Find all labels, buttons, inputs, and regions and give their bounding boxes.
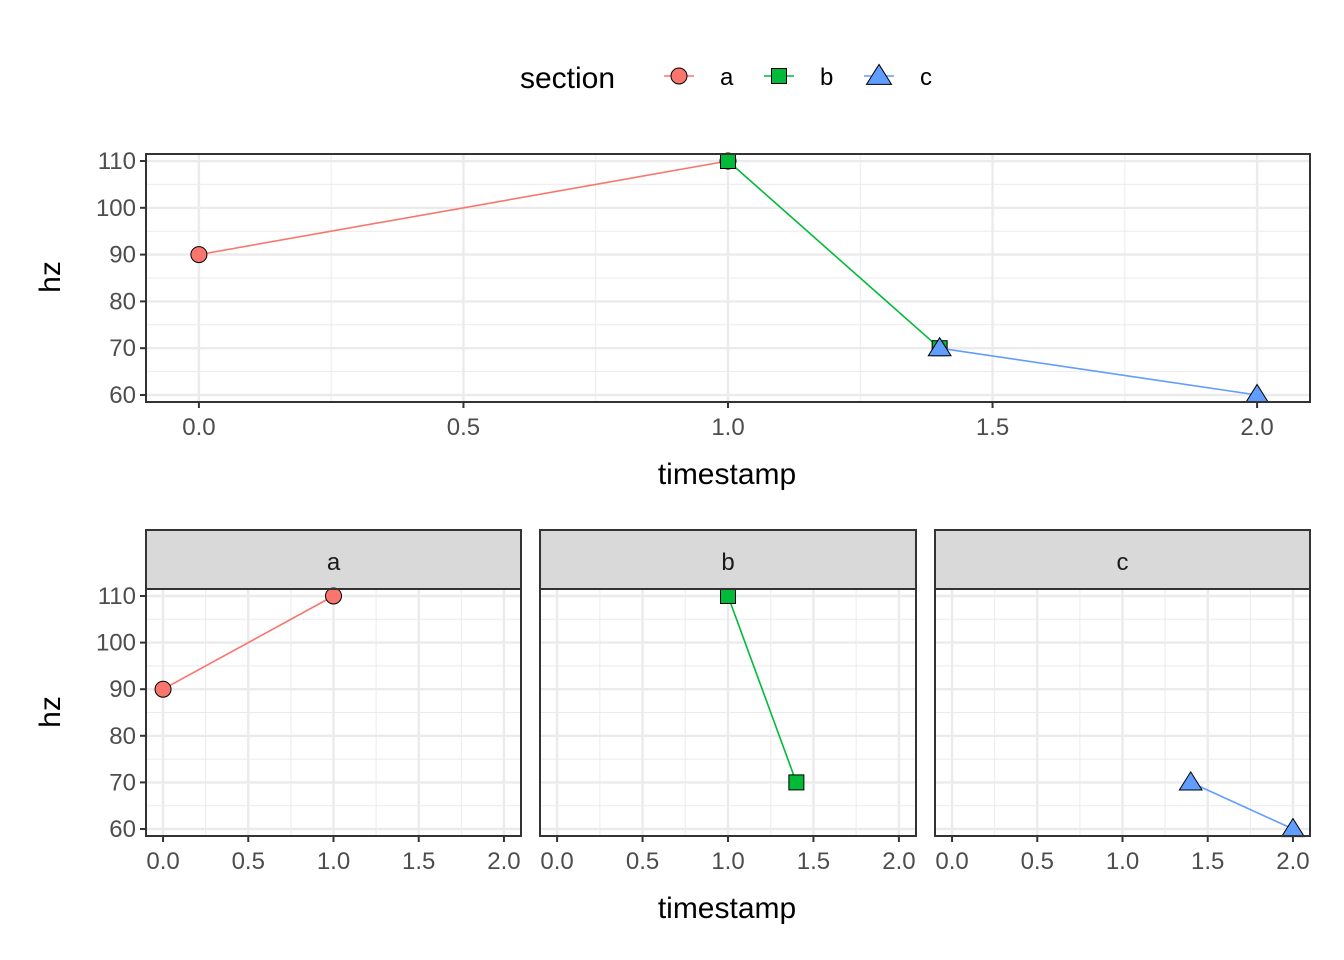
legend-key-square [771, 68, 787, 84]
legend-title: section [520, 62, 615, 95]
top-y-tick-label: 90 [109, 242, 136, 269]
top-x-axis-title: timestamp [658, 458, 796, 491]
facet-a-y-tick-label: 70 [109, 769, 136, 796]
legend: section a b c [520, 62, 932, 95]
facet-a-x-tick-label: 2.0 [487, 848, 520, 875]
facet-strip-label: a [327, 549, 341, 576]
top-data-point-c [927, 336, 952, 357]
facet-a-series-line-a [162, 595, 334, 690]
top-data-point-b [720, 153, 736, 170]
facet-b-x-tick-label: 1.5 [797, 848, 830, 875]
legend-label: b [820, 64, 833, 91]
top-series-line-b [727, 160, 941, 349]
bottom-x-axis-title: timestamp [658, 892, 796, 925]
top-y-axis-title: hz [34, 261, 67, 293]
facet-c-x-tick-label: 2.0 [1276, 848, 1309, 875]
facet-strip-label: c [1117, 549, 1129, 576]
top-y-tick-label: 70 [109, 335, 136, 362]
facet-a-y-tick-label: 110 [98, 583, 136, 610]
facet-c-x-tick-label: 1.5 [1191, 848, 1224, 875]
facet-b-x-tick-label: 0.0 [540, 848, 573, 875]
top-x-tick-label: 1.5 [976, 414, 1009, 441]
top-y-tick-label: 80 [109, 288, 136, 315]
bottom-y-axis-title: hz [34, 696, 67, 728]
top-x-tick-label: 1.0 [711, 414, 744, 441]
facet-a-y-tick-label: 90 [109, 676, 136, 703]
facet-a-y-tick-label: 100 [96, 630, 136, 657]
facet-b-x-tick-label: 0.5 [626, 848, 659, 875]
facet-c-x-tick-label: 0.0 [935, 848, 968, 875]
facet-b-series-line-b [727, 595, 798, 783]
top-x-tick-label: 0.0 [182, 414, 215, 441]
facet-a-data-point-a [154, 680, 172, 698]
legend-key-circle [670, 67, 688, 85]
facet-b-x-tick-label: 2.0 [882, 848, 915, 875]
top-series-line-a [198, 160, 729, 256]
facet-strip-c [934, 529, 1311, 590]
legend-key-triangle [865, 63, 893, 85]
top-series-line-c [939, 347, 1258, 396]
facet-b-data-point-b [788, 774, 805, 791]
facet-a-x-tick-label: 0.0 [146, 848, 179, 875]
facet-a-x-tick-label: 1.5 [402, 848, 435, 875]
facet-c-series-line-c [1190, 781, 1294, 830]
faceted-plot: a 60 70 80 90 100 110 0.0 0.5 1.0 1.5 2.0 b 0.0 0.5 1.… [34, 529, 1311, 925]
top-x-tick-label: 0.5 [447, 414, 480, 441]
legend-item-b: b [764, 64, 833, 91]
facet-c-x-tick-label: 0.5 [1021, 848, 1054, 875]
facet-b-x-tick-label: 1.0 [711, 848, 744, 875]
facet-strip-a [145, 529, 522, 590]
legend-item-c: c [864, 63, 932, 91]
facet-a-y-tick-label: 60 [109, 816, 136, 843]
facet-c-data-point-c [1178, 770, 1203, 791]
facet-b-data-point-b [720, 587, 736, 604]
facet-a-x-tick-label: 1.0 [317, 848, 350, 875]
facet-c-x-tick-label: 1.0 [1106, 848, 1139, 875]
legend-label: c [920, 64, 932, 91]
legend-label: a [720, 64, 734, 91]
top-y-tick-label: 110 [98, 148, 136, 175]
facet-a-data-point-a [325, 587, 342, 605]
facet-a-x-tick-label: 0.5 [232, 848, 265, 875]
top-data-point-a [190, 246, 208, 264]
top-y-tick-label: 100 [96, 195, 136, 222]
top-y-tick-label: 60 [109, 382, 136, 409]
top-x-tick-label: 2.0 [1240, 414, 1273, 441]
facet-a-y-tick-label: 80 [109, 723, 136, 750]
facet-strip-b [539, 529, 917, 590]
facet-strip-label: b [721, 549, 734, 576]
legend-item-a: a [664, 64, 734, 91]
